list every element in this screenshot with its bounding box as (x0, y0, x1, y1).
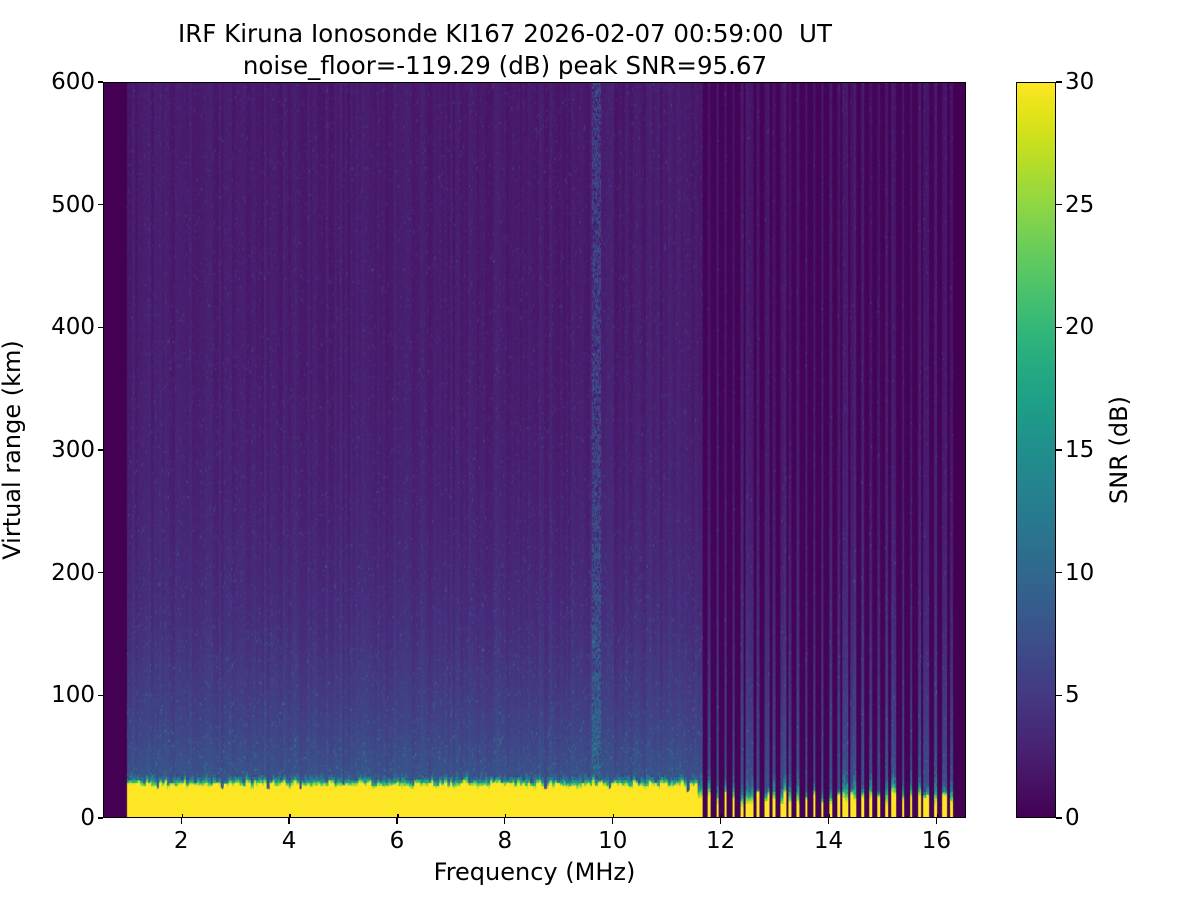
y-tick-outer (97, 817, 103, 819)
x-tick-label: 16 (921, 828, 951, 854)
y-tick-label: 400 (51, 314, 95, 341)
colorbar-tick-label: 0 (1065, 805, 1080, 831)
x-tick-outer (827, 818, 830, 824)
y-tick-outer (97, 326, 103, 328)
x-tick (613, 813, 615, 817)
y-tick-outer (97, 694, 103, 696)
x-tick-outer (288, 818, 290, 824)
colorbar-label: SNR (dB) (1105, 396, 1133, 504)
x-tick-marks (104, 83, 965, 817)
colorbar (1016, 82, 1056, 818)
y-axis-label: Virtual range (km) (0, 340, 26, 560)
title-line-1: IRF Kiruna Ionosonde KI167 2026-02-07 00… (178, 19, 832, 48)
y-tick-label: 500 (51, 191, 95, 218)
x-tick-outer (612, 818, 614, 824)
colorbar-tick-labels: 0 5 10 15 20 25 30 (1056, 69, 1176, 831)
colorbar-tick-label: 5 (1065, 682, 1080, 709)
ionogram-heatmap-canvas (104, 83, 965, 817)
title-line-2: noise_floor=-119.29 (dB) peak SNR=95.67 (242, 50, 768, 80)
x-tick (397, 813, 399, 817)
x-tick-label: 6 (389, 828, 405, 854)
x-tick-label: 14 (813, 828, 844, 854)
y-tick-outer (97, 204, 103, 206)
x-tick (936, 813, 938, 817)
figure-title: IRF Kiruna Ionosonde KI167 2026-02-07 00… (0, 18, 1010, 82)
x-tick (828, 813, 831, 817)
y-tick-label: 300 (51, 437, 95, 463)
x-tick-outer (935, 818, 937, 824)
colorbar-tick (1056, 326, 1062, 328)
y-tick-outer (97, 449, 103, 451)
y-tick-label: 600 (51, 69, 95, 95)
colorbar-tick-label: 10 (1065, 559, 1095, 586)
colorbar-tick-label: 15 (1065, 437, 1095, 463)
y-tick-outer (97, 572, 103, 574)
x-tick-label: 10 (598, 828, 628, 854)
x-tick-label: 2 (173, 828, 189, 854)
colorbar-tick (1056, 694, 1062, 696)
x-tick-label: 8 (497, 828, 513, 854)
colorbar-tick-label: 20 (1065, 314, 1095, 341)
colorbar-tick-label: 30 (1065, 69, 1095, 95)
y-tick-labels: 0 100 200 300 400 500 600 (0, 69, 95, 831)
x-tick (505, 813, 507, 817)
x-tick-outer (396, 818, 398, 824)
colorbar-tick-label: 25 (1065, 191, 1095, 218)
x-tick (289, 813, 291, 817)
y-tick-label: 100 (51, 682, 95, 709)
colorbar-tick (1056, 817, 1062, 819)
y-tick-label: 200 (51, 559, 95, 586)
x-tick-label: 4 (281, 828, 297, 854)
x-tick-label: 12 (705, 828, 736, 854)
x-axis-label: Frequency (MHz) (433, 858, 636, 886)
x-tick-outer (180, 818, 182, 824)
colorbar-tick (1056, 204, 1062, 206)
x-tick (720, 813, 723, 817)
x-tick-outer (719, 818, 722, 824)
colorbar-tick (1056, 81, 1062, 83)
x-tick-labels: 2 4 6 8 10 12 14 16 (103, 824, 966, 864)
colorbar-tick (1056, 572, 1062, 574)
colorbar-tick (1056, 449, 1062, 451)
x-tick (181, 813, 183, 817)
y-tick-label: 0 (80, 805, 95, 831)
x-tick-outer (504, 818, 506, 824)
y-tick-outer (97, 81, 103, 83)
ionogram-plot-area (103, 82, 966, 818)
